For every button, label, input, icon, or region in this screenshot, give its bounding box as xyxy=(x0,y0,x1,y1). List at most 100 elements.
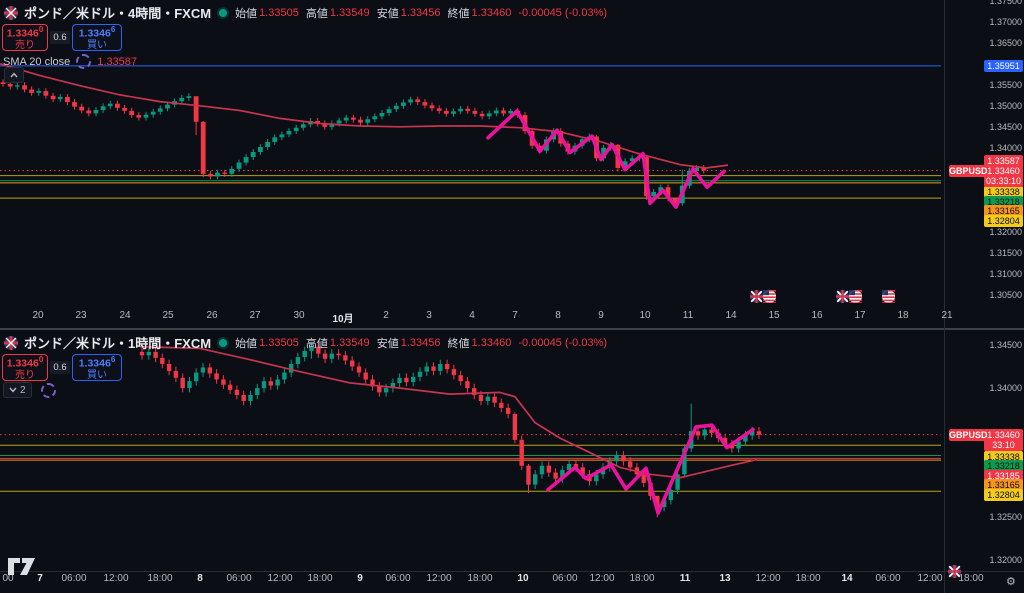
date-label: 26 xyxy=(206,310,218,321)
date-label: 24 xyxy=(119,310,131,321)
level-price-label: 1.32804 xyxy=(984,489,1023,501)
price-tick: 1.31500 xyxy=(989,248,1022,258)
indicator-name[interactable]: SMA 20 close xyxy=(3,55,71,68)
us-flag-icon xyxy=(849,290,862,303)
date-label: 17 xyxy=(854,310,866,321)
collapse-legend-button[interactable] xyxy=(4,67,24,83)
time-label: 18:00 xyxy=(467,573,493,584)
market-status-dot[interactable] xyxy=(219,338,228,347)
economic-event-marker[interactable] xyxy=(750,290,776,303)
time-axis-1h[interactable]: 00 7 06:00 12:00 18:00 8 06:00 12:00 18:00 9 06:00… xyxy=(0,573,1024,593)
time-label: 18:00 xyxy=(958,573,984,584)
time-label: 12:00 xyxy=(267,573,293,584)
sell-button[interactable]: 1.33460 売り xyxy=(2,24,48,51)
spread-value: 0.6 xyxy=(50,31,70,44)
market-status-dot[interactable] xyxy=(219,8,228,17)
date-label: 27 xyxy=(249,310,261,321)
level-price-label: 1.33165 xyxy=(984,479,1023,491)
uk-flag-icon xyxy=(948,565,961,578)
loading-spinner-icon xyxy=(40,382,56,398)
date-label: 16 xyxy=(811,310,823,321)
axis-settings-gear-icon[interactable]: ⚙ xyxy=(1006,576,1016,588)
uk-flag-icon xyxy=(836,290,849,303)
order-buttons-4h: 1.33460 売り 0.6 1.33466 買い xyxy=(2,24,122,51)
price-tick: 1.37500 xyxy=(989,0,1022,6)
price-tick: 1.35500 xyxy=(989,80,1022,90)
chart-canvas-1h[interactable] xyxy=(0,330,941,571)
date-label: 9 xyxy=(598,310,604,321)
economic-event-marker[interactable] xyxy=(882,290,895,303)
price-tick: 1.32000 xyxy=(989,227,1022,237)
change-value: -0.00045 (-0.03%) xyxy=(518,336,608,349)
current-price-label: 1.33460 33:10 xyxy=(984,429,1023,451)
economic-event-marker[interactable] xyxy=(836,290,862,303)
date-label: 23 xyxy=(75,310,87,321)
ohlc-row: 始値 1.33505 高値 1.33549 安値 1.33456 終値 1.33460 … xyxy=(235,336,608,350)
symbol-tag: GBPUSD xyxy=(949,429,988,441)
chevron-up-icon xyxy=(10,72,18,78)
time-label: 10 xyxy=(517,573,529,584)
pair-icon xyxy=(4,5,18,20)
price-tick: 1.32000 xyxy=(989,555,1022,565)
time-label: 14 xyxy=(841,573,853,584)
alert-price-label: 1.35951 xyxy=(984,60,1023,72)
symbol-title[interactable]: ポンド／米ドル・4時間・FXCM xyxy=(24,6,212,21)
time-axis-separator xyxy=(0,571,1024,572)
time-label: 18:00 xyxy=(147,573,173,584)
indicator-legend: SMA 20 close 1.33587 xyxy=(3,54,137,69)
time-label: 18:00 xyxy=(795,573,821,584)
date-label: 15 xyxy=(768,310,780,321)
date-label: 7 xyxy=(512,310,518,321)
level-price-label: 1.33218 xyxy=(984,460,1023,472)
date-label: 11 xyxy=(682,310,694,321)
us-flag-icon xyxy=(763,290,776,303)
time-label: 7 xyxy=(37,573,43,584)
price-tick: 1.32500 xyxy=(989,512,1022,522)
date-label: 30 xyxy=(293,310,305,321)
buy-button[interactable]: 1.33466 買い xyxy=(72,354,122,381)
expand-indicators-button[interactable]: 2 xyxy=(3,382,32,398)
ohlc-row: 始値 1.33505 高値 1.33549 安値 1.33456 終値 1.33460 … xyxy=(235,6,608,20)
time-label: 12:00 xyxy=(917,573,943,584)
date-label: 2 xyxy=(383,310,389,321)
economic-event-marker[interactable] xyxy=(948,565,961,578)
time-label: 06:00 xyxy=(226,573,252,584)
time-label: 18:00 xyxy=(629,573,655,584)
chevron-down-icon xyxy=(9,387,17,393)
price-tick: 1.36500 xyxy=(989,38,1022,48)
time-label: 13 xyxy=(719,573,731,584)
time-axis-4h[interactable]: 20 23 24 25 26 27 30 10月 2 3 4 7 8 9 10 11 14 15 16 17 18 21 xyxy=(0,310,1024,326)
loading-spinner-icon xyxy=(76,54,92,69)
us-flag-icon xyxy=(882,290,895,303)
date-label: 10月 xyxy=(332,314,354,325)
date-label: 14 xyxy=(725,310,737,321)
pane-divider[interactable] xyxy=(0,328,1024,330)
uk-flag-icon xyxy=(750,290,763,303)
order-buttons-1h: 1.33460 売り 0.6 1.33466 買い xyxy=(2,354,122,381)
level-price-label: 1.32804 xyxy=(984,215,1023,227)
sell-button[interactable]: 1.33460 売り xyxy=(2,354,48,381)
pane-4h: ポンド／米ドル・4時間・FXCM 始値 1.33505 高値 1.33549 安値 1… xyxy=(0,0,1024,330)
date-label: 25 xyxy=(162,310,174,321)
date-label: 21 xyxy=(941,310,953,321)
tradingview-logo[interactable] xyxy=(7,557,37,581)
time-label: 12:00 xyxy=(426,573,452,584)
current-price-label: 1.33460 03:33:10 xyxy=(984,165,1023,187)
date-label: 10 xyxy=(639,310,651,321)
price-tick: 1.35000 xyxy=(989,101,1022,111)
symbol-title[interactable]: ポンド／米ドル・1時間・FXCM xyxy=(24,336,212,351)
time-label: 12:00 xyxy=(103,573,129,584)
level-price-label: 1.33587 xyxy=(984,155,1023,167)
chart-header-4h: ポンド／米ドル・4時間・FXCM 始値 1.33505 高値 1.33549 安値 1… xyxy=(4,3,607,22)
time-label: 06:00 xyxy=(552,573,578,584)
date-label: 8 xyxy=(555,310,561,321)
buy-button[interactable]: 1.33466 買い xyxy=(72,24,122,51)
time-label: 18:00 xyxy=(307,573,333,584)
time-label: 06:00 xyxy=(875,573,901,584)
time-label: 11 xyxy=(679,573,691,584)
price-tick: 1.34500 xyxy=(989,122,1022,132)
price-tick: 1.34500 xyxy=(989,340,1022,350)
chart-canvas-4h[interactable] xyxy=(0,0,941,330)
date-label: 4 xyxy=(469,310,475,321)
